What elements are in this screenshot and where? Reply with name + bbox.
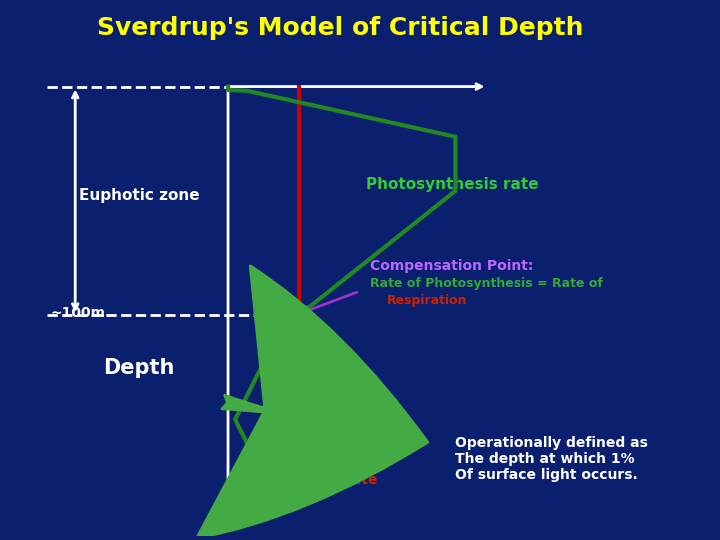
Text: Photosynthesis rate: Photosynthesis rate xyxy=(366,178,538,192)
Text: Sverdrup's Model of Critical Depth: Sverdrup's Model of Critical Depth xyxy=(96,16,583,40)
Text: Compensation Point:: Compensation Point: xyxy=(370,259,534,273)
Text: Respiration rate: Respiration rate xyxy=(250,473,377,487)
Text: Rate of Photosynthesis = Rate of: Rate of Photosynthesis = Rate of xyxy=(370,277,603,290)
Text: Respiration: Respiration xyxy=(387,294,467,307)
FancyArrowPatch shape xyxy=(274,353,410,474)
Text: ~100m: ~100m xyxy=(50,306,105,320)
FancyArrowPatch shape xyxy=(197,266,428,538)
Text: Operationally defined as
The depth at which 1%
Of surface light occurs.: Operationally defined as The depth at wh… xyxy=(456,436,648,482)
Text: Depth: Depth xyxy=(104,359,175,379)
Text: Euphotic zone: Euphotic zone xyxy=(79,188,199,203)
